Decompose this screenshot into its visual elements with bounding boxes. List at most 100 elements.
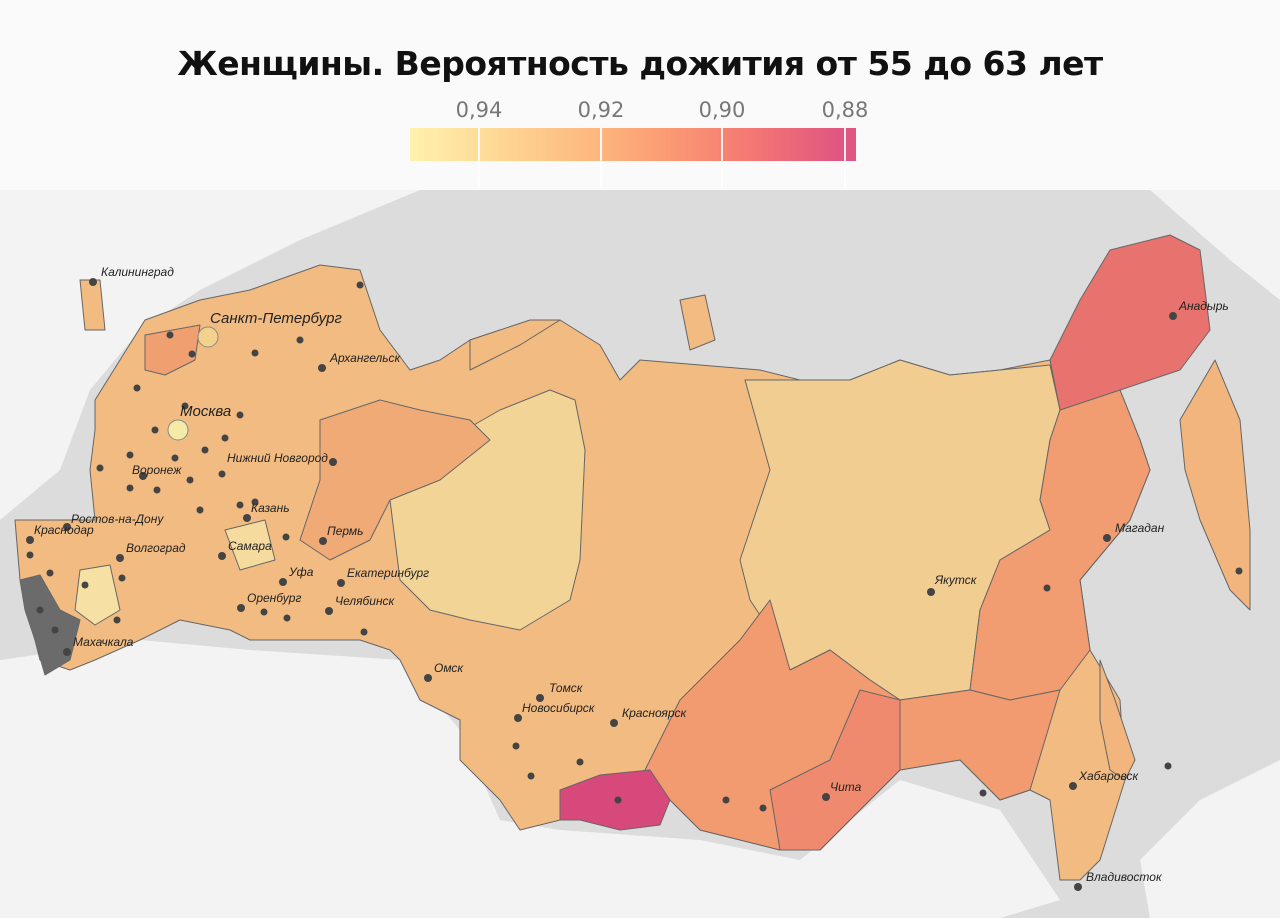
city-marker[interactable] — [319, 537, 327, 545]
region-center-marker — [166, 331, 174, 339]
region-center-marker — [186, 476, 194, 484]
region-center-marker — [260, 608, 268, 616]
legend-tick — [600, 128, 602, 188]
region-center-marker — [1164, 762, 1172, 770]
city-marker[interactable] — [116, 554, 124, 562]
city-label: Магадан — [1115, 521, 1165, 535]
city-marker[interactable] — [1103, 534, 1111, 542]
region-kaliningrad — [79, 279, 106, 331]
region-center-marker — [51, 626, 59, 634]
region-novaya-zemlya — [469, 319, 561, 371]
region-center-marker — [36, 606, 44, 614]
city-label: Москва — [180, 403, 231, 420]
region-center-marker — [759, 804, 767, 812]
header: Женщины. Вероятность дожития от 55 до 63… — [0, 0, 1280, 190]
city-marker[interactable] — [536, 694, 544, 702]
region-center-marker — [979, 789, 987, 797]
legend-tick-label: 0,90 — [698, 98, 746, 122]
city-marker[interactable] — [514, 714, 522, 722]
city-label: Уфа — [288, 565, 314, 579]
region-center-marker — [251, 498, 259, 506]
region-kamchatka — [1179, 359, 1251, 611]
city-marker[interactable] — [63, 523, 71, 531]
city-label: Омск — [434, 661, 464, 675]
legend-tick — [844, 128, 846, 188]
region-center-marker — [113, 616, 121, 624]
region-center-marker — [251, 349, 259, 357]
city-marker[interactable] — [325, 607, 333, 615]
city-marker[interactable] — [1169, 312, 1177, 320]
region-center-marker — [201, 446, 209, 454]
city-marker[interactable] — [927, 588, 935, 596]
city-label: Чита — [830, 780, 862, 794]
city-marker[interactable] — [63, 648, 71, 656]
region-center-marker — [356, 281, 364, 289]
region-center-marker — [1235, 567, 1243, 575]
city-label: Якутск — [934, 573, 978, 587]
region-center-marker — [576, 758, 584, 766]
city-markers — [26, 278, 1243, 891]
region-center-marker — [81, 581, 89, 589]
choropleth-map[interactable]: Калининград Санкт-Петербург Москва Архангел… — [0, 190, 1280, 918]
city-marker[interactable] — [197, 326, 219, 348]
region-chukotka — [1049, 234, 1211, 411]
region-center-marker — [46, 569, 54, 577]
region-center-marker — [221, 434, 229, 442]
city-marker[interactable] — [279, 578, 287, 586]
region-center-marker — [96, 464, 104, 472]
region-center-marker — [181, 402, 189, 410]
city-label: Екатеринбург — [347, 566, 429, 580]
city-marker[interactable] — [1074, 883, 1082, 891]
region-volga-light — [224, 519, 276, 571]
region-severnaya-zemlya — [679, 294, 716, 351]
region-center-marker — [196, 506, 204, 514]
region-center-marker — [126, 451, 134, 459]
city-label: Оренбург — [247, 591, 301, 605]
city-marker[interactable] — [318, 364, 326, 372]
region-center-marker — [282, 533, 290, 541]
city-label: Хабаровск — [1078, 769, 1139, 783]
city-marker[interactable] — [89, 278, 97, 286]
city-marker[interactable] — [1069, 782, 1077, 790]
city-label: Анадырь — [1178, 299, 1229, 313]
background-land — [0, 190, 1280, 918]
city-label: Архангельск — [329, 351, 402, 365]
region-center-marker — [151, 426, 159, 434]
city-label: Воронеж — [132, 463, 182, 477]
city-label: Ростов-на-Дону — [71, 512, 164, 526]
region-center-marker — [218, 470, 226, 478]
region-center-marker — [722, 796, 730, 804]
region-sakhalin — [1099, 659, 1136, 781]
legend-tick — [721, 128, 723, 188]
city-label: Красноярск — [622, 706, 688, 720]
city-label: Томск — [549, 681, 584, 695]
region-kalmykia-light — [74, 564, 121, 626]
city-marker[interactable] — [424, 674, 432, 682]
color-legend-bar — [410, 128, 856, 161]
city-marker[interactable] — [243, 514, 251, 522]
region-center-marker — [171, 454, 179, 462]
legend-tick — [478, 128, 480, 188]
city-label: Владивосток — [1086, 870, 1163, 884]
regions[interactable] — [14, 234, 1251, 881]
city-marker[interactable] — [218, 552, 226, 560]
region-komi-perm — [299, 399, 491, 561]
region-center-marker — [1043, 584, 1051, 592]
city-marker[interactable] — [610, 719, 618, 727]
city-label: Казань — [251, 501, 290, 515]
city-marker[interactable] — [337, 579, 345, 587]
city-marker[interactable] — [822, 793, 830, 801]
city-marker[interactable] — [139, 472, 147, 480]
city-marker[interactable] — [167, 419, 189, 441]
city-marker[interactable] — [329, 458, 337, 466]
region-center-marker — [236, 411, 244, 419]
legend-tick-label: 0,88 — [821, 98, 869, 122]
city-label: Махачкала — [73, 635, 134, 649]
region-center-marker — [512, 742, 520, 750]
region-center-marker — [296, 336, 304, 344]
city-marker[interactable] — [26, 536, 34, 544]
city-label: Калининград — [101, 265, 174, 279]
region-zabaikalsky — [769, 689, 901, 851]
city-marker[interactable] — [237, 604, 245, 612]
region-center-marker — [283, 614, 291, 622]
